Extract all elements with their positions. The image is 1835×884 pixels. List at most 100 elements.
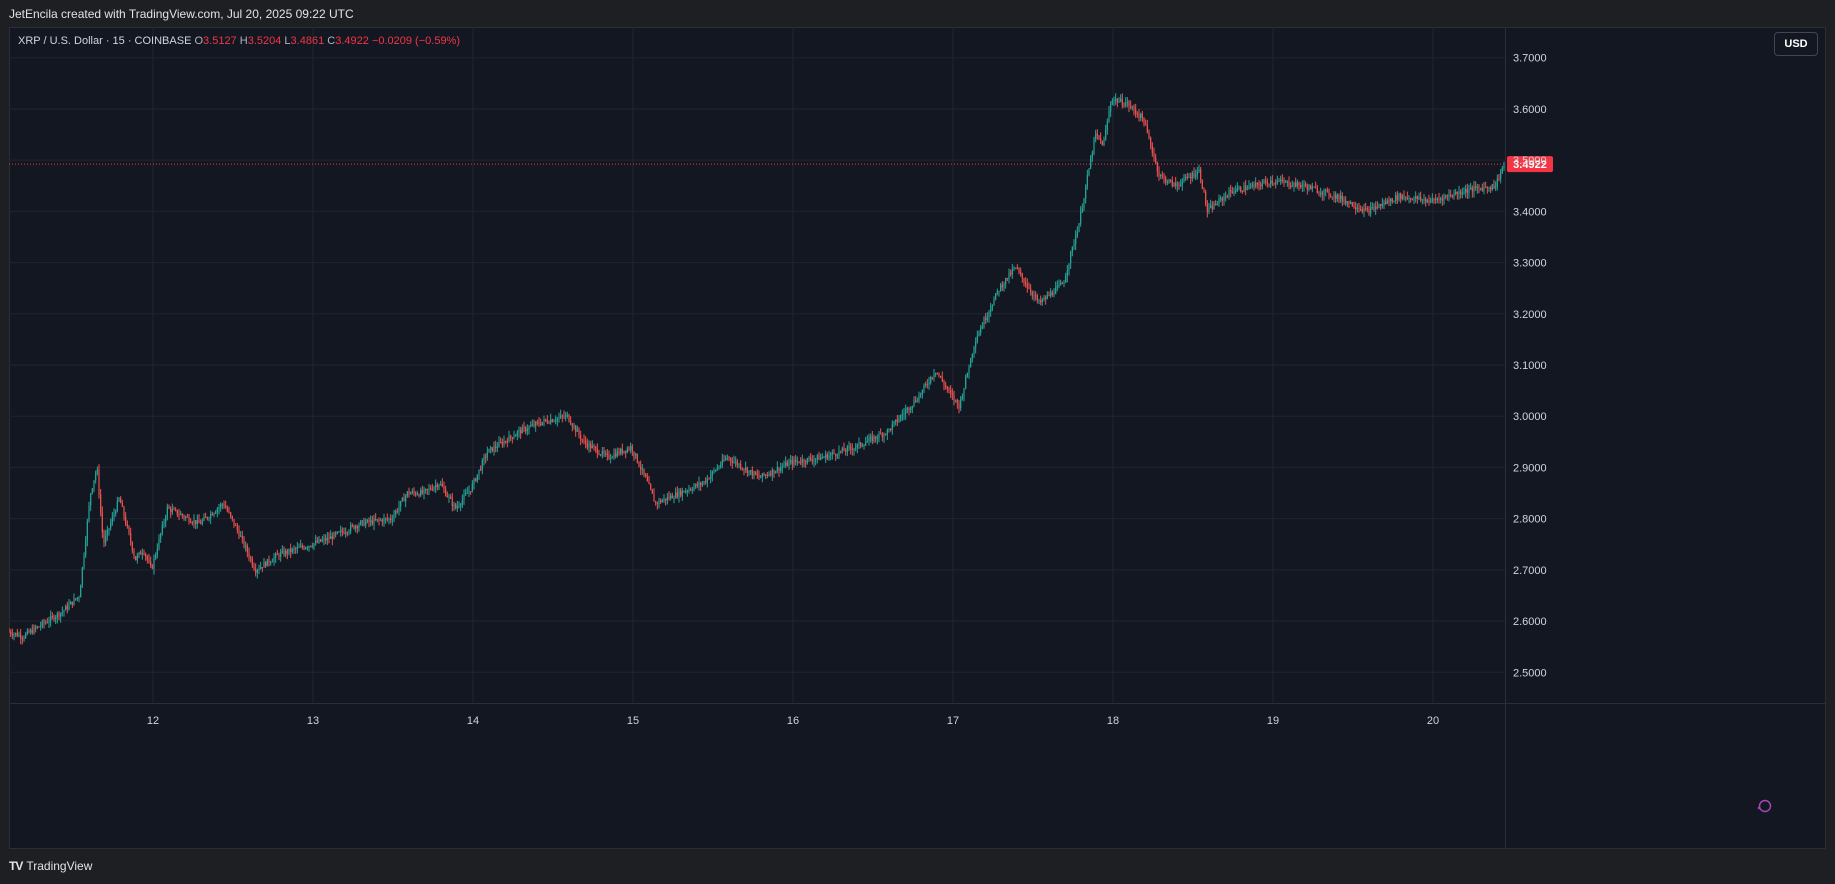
candle-body xyxy=(601,450,603,455)
candle-body xyxy=(1426,200,1428,203)
candle-body xyxy=(163,522,165,525)
alert-icon[interactable] xyxy=(1756,798,1772,814)
candle-body xyxy=(236,525,238,531)
candle-body xyxy=(410,493,412,495)
candle-body xyxy=(1276,181,1278,184)
candle-body xyxy=(318,539,320,543)
candle-body xyxy=(158,538,160,549)
candle-body xyxy=(190,521,192,523)
candle-body xyxy=(483,457,485,461)
candle-body xyxy=(273,557,275,562)
candle-body xyxy=(756,474,758,476)
candle-body xyxy=(1390,198,1392,202)
candle-body xyxy=(110,522,112,529)
candle-body xyxy=(145,553,147,557)
time-axis[interactable]: 12 13 14 15 16 17 18 19 20 xyxy=(9,703,1826,728)
candle-body xyxy=(1073,244,1075,247)
candle-body xyxy=(1498,178,1500,180)
candle-body xyxy=(303,547,305,549)
candle-body xyxy=(886,429,888,435)
candle-body xyxy=(940,375,942,378)
candle-body xyxy=(1108,111,1110,122)
candle-body xyxy=(780,467,782,472)
candle-body xyxy=(505,441,507,443)
footer: TV TradingView xyxy=(0,849,1835,884)
candle-body xyxy=(806,458,808,463)
candle-body xyxy=(585,440,587,444)
candle-body xyxy=(1251,184,1253,186)
low-value: 3.4861 xyxy=(290,35,325,47)
candle-body xyxy=(1103,139,1105,146)
candle-body xyxy=(466,492,468,494)
candle-body xyxy=(1236,188,1238,191)
candle-body xyxy=(200,523,202,525)
candle-body xyxy=(1023,278,1025,283)
candle-body xyxy=(243,537,245,547)
candle-body xyxy=(88,505,90,521)
candle-body xyxy=(1200,169,1202,180)
candle-body xyxy=(1493,184,1495,189)
candle-body xyxy=(468,491,470,493)
candle-body xyxy=(1285,181,1287,183)
candle-body xyxy=(1290,185,1292,187)
candle-body xyxy=(973,347,975,355)
candle-body xyxy=(721,459,723,465)
price-tick-label: 3.4000 xyxy=(1513,206,1547,218)
candle-body xyxy=(166,506,168,518)
candle-body xyxy=(525,427,527,432)
candle-body xyxy=(383,518,385,523)
candle-body xyxy=(335,532,337,534)
candle-body xyxy=(1043,297,1045,300)
candle-body xyxy=(528,426,530,430)
candle-body xyxy=(1026,284,1028,288)
candle-body xyxy=(160,533,162,539)
candle-body xyxy=(128,526,130,534)
candle-body xyxy=(1293,183,1295,187)
candle-body xyxy=(476,474,478,481)
candle-body xyxy=(740,464,742,469)
candle-body xyxy=(1331,196,1333,198)
price-chart[interactable]: 3.4922 2.5000 2.6000 2.7000 2.8000 2.9000 3.0… xyxy=(9,27,1826,849)
last-price-line: 3.4922 xyxy=(9,156,1553,173)
candle-body xyxy=(518,429,520,432)
candle-body xyxy=(275,554,277,558)
candle-body xyxy=(965,376,967,388)
last-price-badge[interactable] xyxy=(1507,156,1553,173)
candle-body xyxy=(1335,194,1337,199)
candle-body xyxy=(423,489,425,494)
candle-body xyxy=(635,453,637,456)
candle-body xyxy=(165,517,167,523)
candle-body xyxy=(368,519,370,523)
candle-body xyxy=(41,621,43,626)
tradingview-brand[interactable]: TV TradingView xyxy=(9,859,92,873)
candle-body xyxy=(265,562,267,567)
candle-body xyxy=(503,441,505,445)
price-axis[interactable]: 2.5000 2.6000 2.7000 2.8000 2.9000 3.0000 3.10… xyxy=(1505,27,1547,849)
candle-body xyxy=(743,468,745,470)
symbol-label[interactable]: XRP / U.S. Dollar · 15 · COINBASE xyxy=(18,35,192,47)
candle-body xyxy=(416,494,418,496)
candle-body xyxy=(458,505,460,507)
candle-body xyxy=(701,483,703,485)
candle-body xyxy=(870,436,872,438)
candle-body xyxy=(1076,232,1078,237)
candle-body xyxy=(906,407,908,411)
candle-body xyxy=(453,504,455,507)
candle-body xyxy=(506,441,508,443)
candle-body xyxy=(1263,180,1265,184)
candle-body xyxy=(1313,186,1315,188)
candle-body xyxy=(803,459,805,463)
candle-body xyxy=(25,633,27,638)
candle-body xyxy=(1116,99,1118,103)
top-bar: JetEncila created with TradingView.com, … xyxy=(0,0,1835,27)
candle-body xyxy=(1403,195,1405,198)
candle-body xyxy=(136,555,138,561)
currency-button[interactable]: USD xyxy=(1774,32,1818,56)
candle-body xyxy=(883,433,885,438)
candle-body xyxy=(1190,177,1192,179)
candle-body xyxy=(718,466,720,468)
candle-body xyxy=(486,452,488,458)
candle-body xyxy=(336,531,338,534)
candle-body xyxy=(1355,207,1357,209)
candle-body xyxy=(531,424,533,426)
